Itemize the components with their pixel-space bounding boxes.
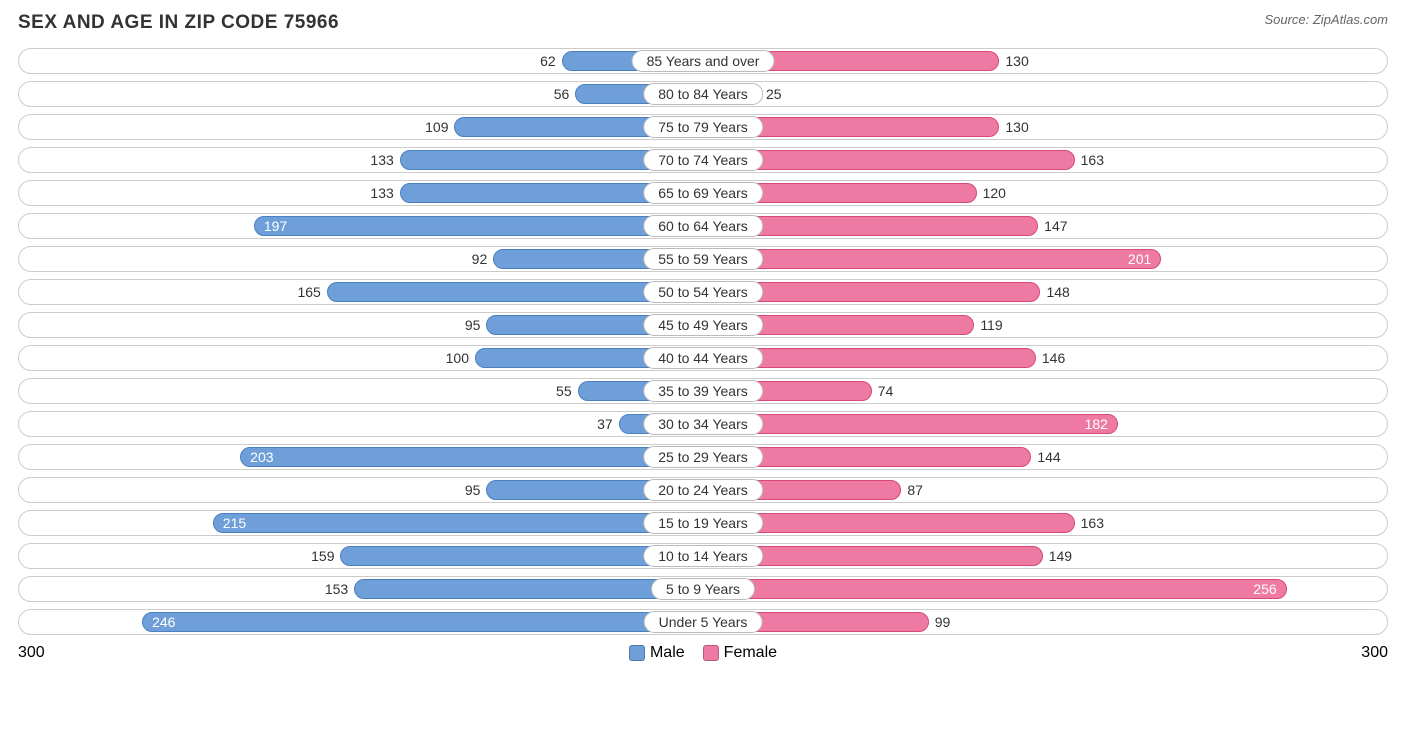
age-category-label: 80 to 84 Years [643,83,763,105]
age-category-label: 65 to 69 Years [643,182,763,204]
pyramid-row: 95 87 20 to 24 Years [18,477,1388,503]
male-value-label: 246 [142,610,185,634]
female-bar [703,414,1118,434]
female-swatch-icon [703,645,719,661]
pyramid-row: 203 144 25 to 29 Years [18,444,1388,470]
male-bar [213,513,703,533]
male-value-label: 215 [213,511,256,535]
male-value-label: 92 [19,247,493,271]
male-value-label: 159 [19,544,340,568]
male-bar [254,216,703,236]
pyramid-row: 37 182 30 to 34 Years [18,411,1388,437]
legend-item-female: Female [703,644,777,662]
female-value-label: 148 [1040,280,1387,304]
female-value-label: 130 [999,115,1387,139]
legend-item-male: Male [629,644,685,662]
age-category-label: 85 Years and over [632,50,775,72]
male-bar [142,612,703,632]
male-value-label: 197 [254,214,297,238]
age-category-label: 25 to 29 Years [643,446,763,468]
age-category-label: Under 5 Years [644,611,763,633]
female-value-label: 144 [1031,445,1387,469]
chart-title: SEX AND AGE IN ZIP CODE 75966 [18,12,339,34]
male-value-label: 55 [19,379,578,403]
pyramid-row: 246 99 Under 5 Years [18,609,1388,635]
pyramid-row: 100 146 40 to 44 Years [18,345,1388,371]
pyramid-row: 197 147 60 to 64 Years [18,213,1388,239]
male-value-label: 165 [19,280,327,304]
pyramid-row: 133 120 65 to 69 Years [18,180,1388,206]
male-value-label: 203 [240,445,283,469]
male-value-label: 37 [19,412,619,436]
pyramid-row: 165 148 50 to 54 Years [18,279,1388,305]
female-value-label: 147 [1038,214,1387,238]
male-value-label: 109 [19,115,454,139]
population-pyramid-chart: 62 130 85 Years and over 56 2580 to 84 Years… [18,48,1388,635]
male-value-label: 95 [19,313,486,337]
pyramid-row: 109 130 75 to 79 Years [18,114,1388,140]
pyramid-row: 62 130 85 Years and over [18,48,1388,74]
male-value-label: 133 [19,181,400,205]
female-value-label: 163 [1075,148,1387,172]
female-value-label: 163 [1075,511,1387,535]
male-value-label: 133 [19,148,400,172]
age-category-label: 75 to 79 Years [643,116,763,138]
axis-max-right: 300 [1338,644,1388,662]
female-value-label: 130 [999,49,1387,73]
pyramid-row: 56 2580 to 84 Years [18,81,1388,107]
male-bar [240,447,703,467]
pyramid-row: 95 119 45 to 49 Years [18,312,1388,338]
pyramid-row: 55 74 35 to 39 Years [18,378,1388,404]
age-category-label: 30 to 34 Years [643,413,763,435]
female-value-label: 149 [1043,544,1387,568]
age-category-label: 40 to 44 Years [643,347,763,369]
female-value-label: 256 [1243,577,1286,601]
female-value-label: 99 [929,610,1387,634]
female-value-label: 74 [872,379,1387,403]
male-value-label: 56 [19,82,575,106]
age-category-label: 45 to 49 Years [643,314,763,336]
age-category-label: 55 to 59 Years [643,248,763,270]
pyramid-row: 215 163 15 to 19 Years [18,510,1388,536]
pyramid-row: 153 256 5 to 9 Years [18,576,1388,602]
legend-female-label: Female [724,644,777,662]
pyramid-row: 133 163 70 to 74 Years [18,147,1388,173]
chart-source: Source: ZipAtlas.com [1264,12,1388,27]
chart-legend: Male Female [629,644,777,662]
age-category-label: 50 to 54 Years [643,281,763,303]
female-value-label: 25 [760,82,1387,106]
age-category-label: 60 to 64 Years [643,215,763,237]
male-value-label: 62 [19,49,562,73]
age-category-label: 5 to 9 Years [651,578,755,600]
male-swatch-icon [629,645,645,661]
age-category-label: 35 to 39 Years [643,380,763,402]
male-value-label: 153 [19,577,354,601]
female-bar [703,579,1287,599]
male-value-label: 100 [19,346,475,370]
female-value-label: 120 [977,181,1387,205]
pyramid-row: 159 149 10 to 14 Years [18,543,1388,569]
chart-header: SEX AND AGE IN ZIP CODE 75966 Source: Zi… [18,12,1388,34]
age-category-label: 70 to 74 Years [643,149,763,171]
female-value-label: 87 [901,478,1387,502]
male-value-label: 95 [19,478,486,502]
female-value-label: 182 [1075,412,1118,436]
female-value-label: 146 [1036,346,1387,370]
age-category-label: 20 to 24 Years [643,479,763,501]
female-bar [703,249,1161,269]
age-category-label: 10 to 14 Years [643,545,763,567]
legend-male-label: Male [650,644,685,662]
age-category-label: 15 to 19 Years [643,512,763,534]
female-value-label: 201 [1118,247,1161,271]
pyramid-row: 92 201 55 to 59 Years [18,246,1388,272]
female-value-label: 119 [974,313,1387,337]
axis-max-left: 300 [18,644,68,662]
chart-footer: 300 Male Female 300 [18,642,1388,664]
